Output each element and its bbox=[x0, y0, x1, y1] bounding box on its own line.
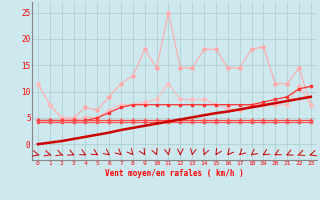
X-axis label: Vent moyen/en rafales ( km/h ): Vent moyen/en rafales ( km/h ) bbox=[105, 169, 244, 178]
